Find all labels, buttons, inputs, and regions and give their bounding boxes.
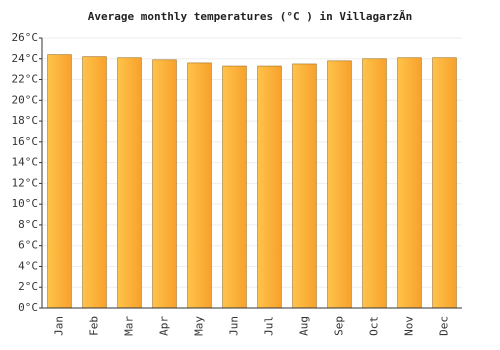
- bar: [292, 63, 317, 309]
- y-tick-label: 20°C: [12, 93, 39, 106]
- x-tick-label: Jul: [263, 316, 276, 336]
- bar: [257, 65, 282, 309]
- bar: [47, 54, 72, 309]
- x-tick-label: Jan: [53, 316, 66, 336]
- y-tick-label: 8°C: [18, 218, 38, 231]
- y-tick-label: 22°C: [12, 73, 39, 86]
- bar: [187, 62, 212, 309]
- bar: [82, 56, 107, 309]
- y-tick-label: 18°C: [12, 114, 39, 127]
- y-tick-label: 14°C: [12, 156, 39, 169]
- x-tick-label: May: [193, 316, 206, 336]
- bar: [117, 57, 142, 309]
- y-tick-label: 0°C: [18, 301, 38, 314]
- y-tick-label: 12°C: [12, 176, 39, 189]
- bar: [152, 59, 177, 309]
- y-tick-label: 6°C: [18, 239, 38, 252]
- x-tick-label: Sep: [333, 316, 346, 336]
- x-tick-label: Nov: [403, 316, 416, 336]
- bar: [327, 60, 352, 309]
- x-tick-label: Feb: [88, 316, 101, 336]
- y-tick-label: 10°C: [12, 197, 39, 210]
- y-tick-label: 26°C: [12, 31, 39, 44]
- bar: [432, 57, 457, 309]
- x-tick-label: Jun: [228, 316, 241, 336]
- bar: [397, 57, 422, 309]
- bar: [362, 58, 387, 309]
- bar: [222, 65, 247, 309]
- chart-title: Average monthly temperatures (°C ) in Vi…: [88, 10, 413, 23]
- x-tick-label: Apr: [158, 316, 171, 336]
- x-tick-label: Oct: [368, 316, 381, 336]
- y-tick-label: 24°C: [12, 52, 39, 65]
- y-tick-label: 2°C: [18, 280, 38, 293]
- x-tick-label: Aug: [298, 316, 311, 336]
- x-tick-label: Dec: [438, 316, 451, 336]
- x-tick-label: Mar: [123, 316, 136, 336]
- y-tick-label: 4°C: [18, 259, 38, 272]
- y-tick-label: 16°C: [12, 135, 39, 148]
